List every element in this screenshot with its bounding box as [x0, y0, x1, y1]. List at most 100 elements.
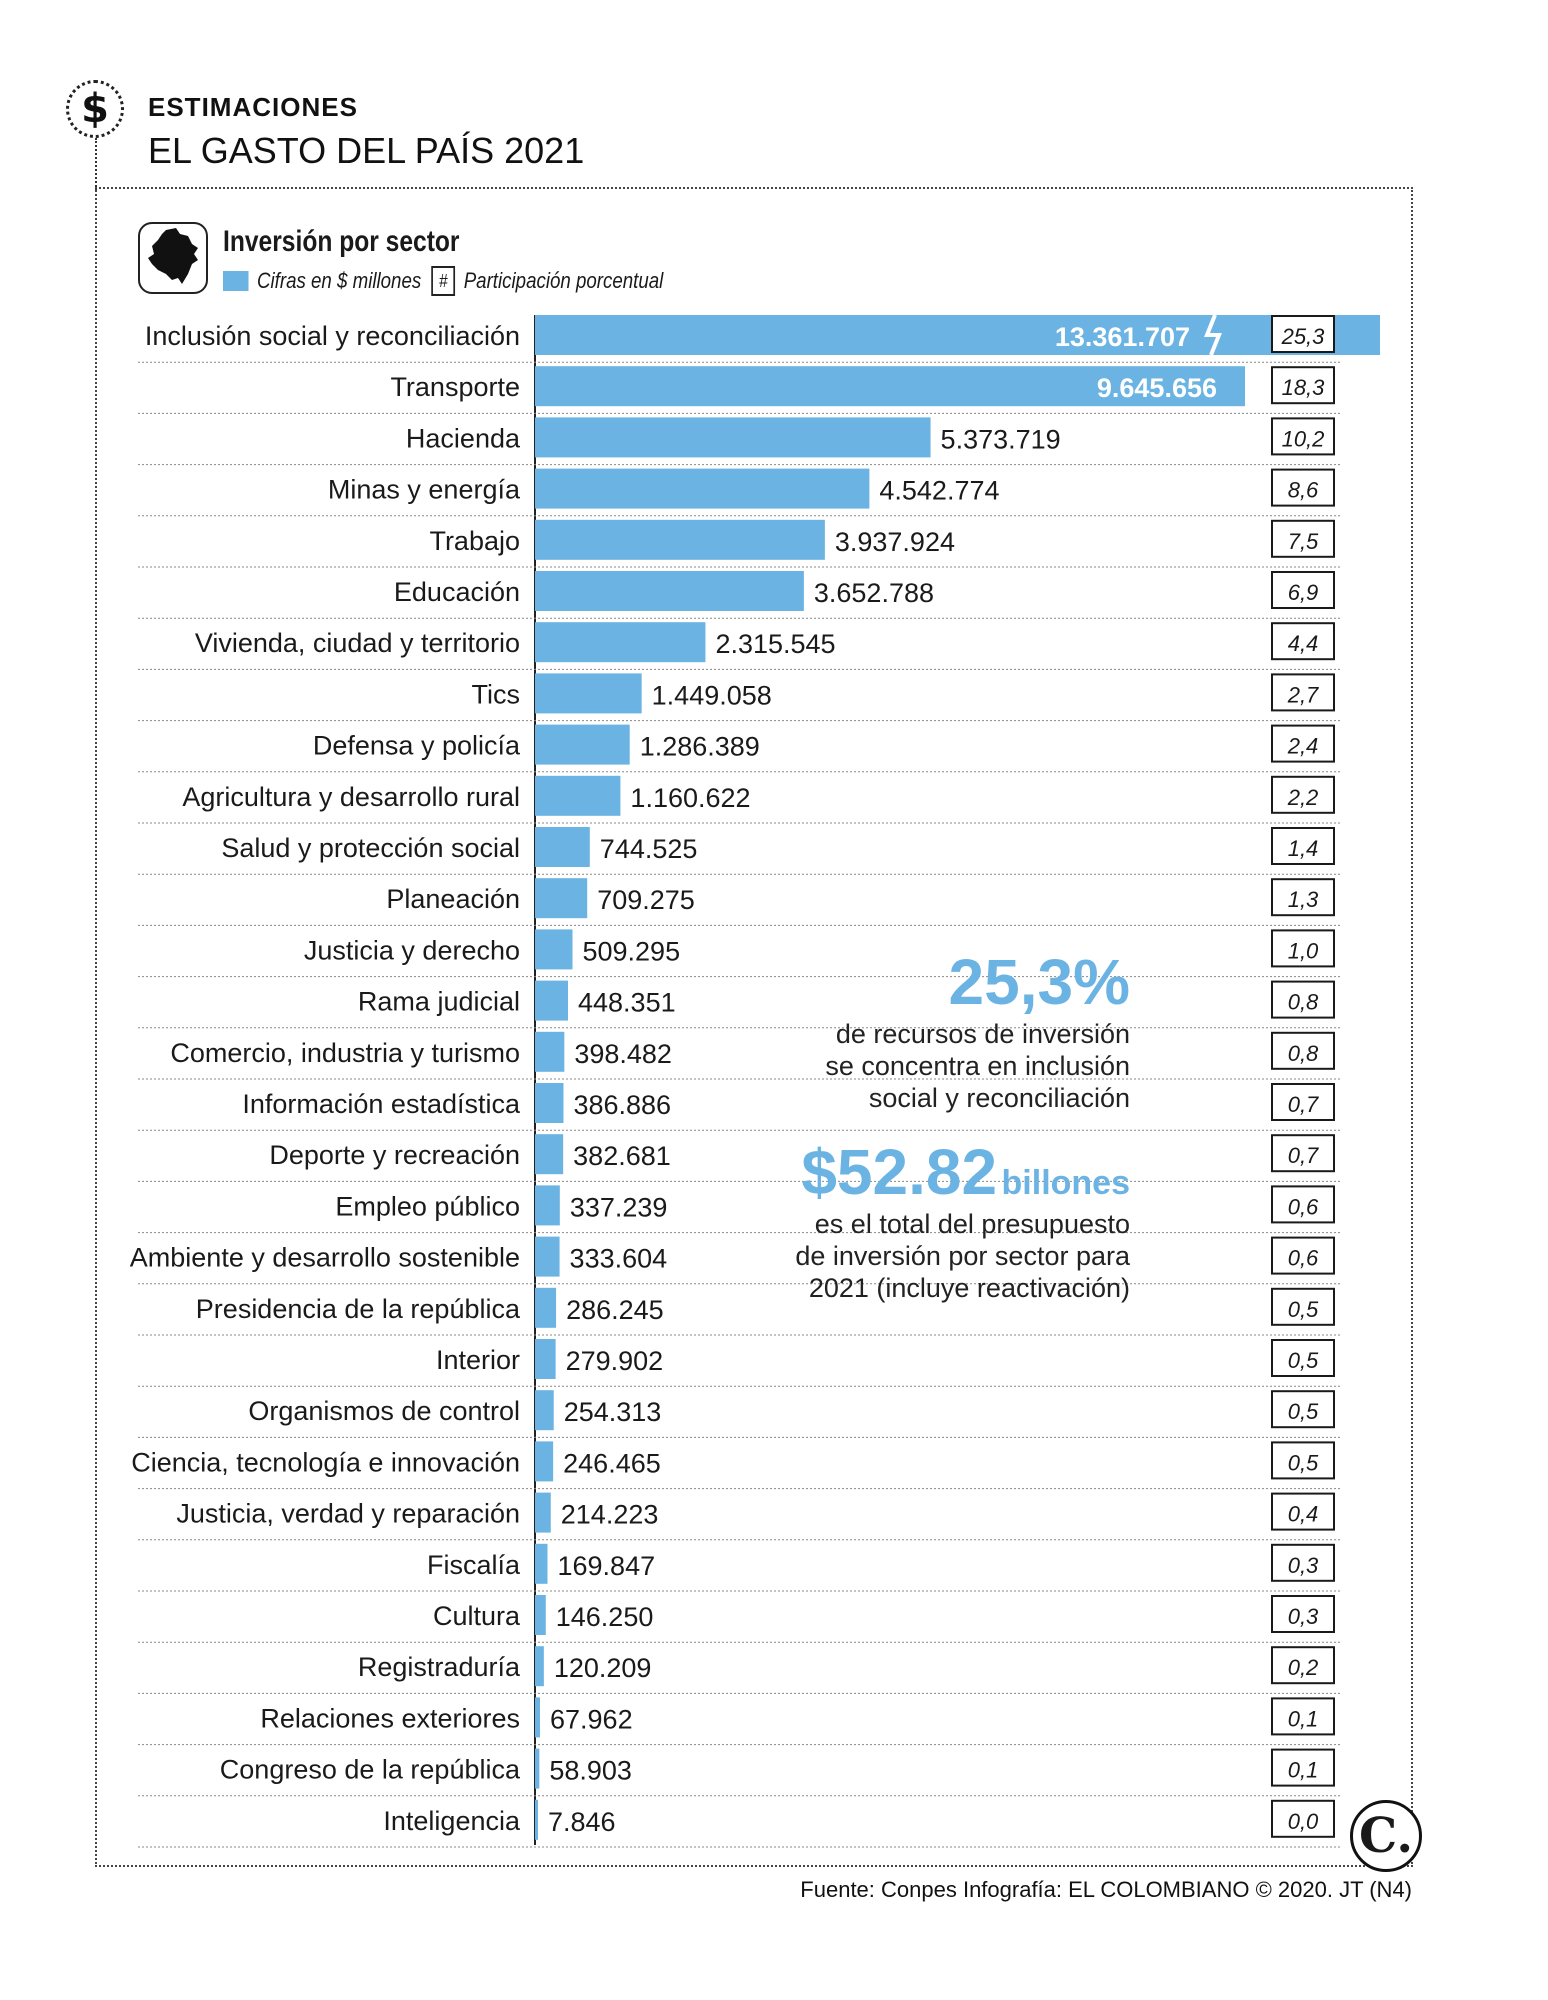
dollar-glyph: $ — [81, 86, 109, 132]
share-box — [1271, 1185, 1335, 1224]
bar — [535, 1697, 541, 1738]
bar — [535, 1799, 538, 1840]
bar — [535, 980, 569, 1021]
share-label: 0,5 — [1288, 1399, 1319, 1424]
category-label: Trabajo — [429, 526, 520, 556]
total-callout-unit: billones — [1001, 1164, 1130, 1202]
bar — [535, 1339, 556, 1379]
category-label: Justicia y derecho — [304, 935, 520, 965]
category-label: Congreso de la república — [220, 1755, 521, 1785]
value-label: 3.937.924 — [835, 527, 955, 557]
chart-frame — [95, 187, 1413, 1867]
category-label: Transporte — [390, 372, 520, 402]
share-box — [1271, 878, 1335, 917]
category-label: Rama judicial — [358, 987, 520, 1017]
bar — [535, 1595, 546, 1635]
value-label: 1.286.389 — [640, 732, 760, 762]
bar — [535, 468, 870, 509]
value-label: 214.223 — [561, 1500, 659, 1530]
bar — [535, 1748, 540, 1789]
bar — [535, 878, 588, 919]
category-label: Interior — [436, 1345, 520, 1375]
share-box — [1271, 673, 1335, 712]
value-label: 58.903 — [549, 1756, 632, 1786]
bar — [535, 1543, 548, 1584]
value-label: 2.315.545 — [715, 629, 835, 659]
share-label: 0,1 — [1288, 1706, 1319, 1731]
share-box — [1271, 1697, 1335, 1736]
value-label: 448.351 — [578, 988, 676, 1018]
value-label: 509.295 — [582, 936, 680, 966]
category-label: Ambiente y desarrollo sostenible — [130, 1243, 520, 1273]
share-label: 10,2 — [1282, 426, 1325, 451]
share-callout-line: social y reconciliación — [868, 1083, 1130, 1113]
category-label: Registraduría — [358, 1652, 521, 1682]
bar — [535, 1492, 551, 1533]
share-label: 0,2 — [1288, 1655, 1319, 1680]
bar — [535, 315, 1380, 355]
value-label: 120.209 — [554, 1653, 652, 1683]
el-colombiano-logo: C. — [1350, 1800, 1422, 1872]
share-box — [1271, 571, 1335, 609]
value-label: 286.245 — [566, 1295, 664, 1325]
share-box — [1271, 1083, 1335, 1121]
bar — [535, 1287, 557, 1328]
logo-glyph: C. — [1358, 1808, 1414, 1864]
share-box — [1271, 366, 1335, 405]
map-svg — [148, 228, 198, 284]
share-box — [1271, 1236, 1335, 1275]
bar — [535, 1236, 560, 1277]
value-label: 386.886 — [573, 1090, 671, 1120]
category-label: Deporte y recreación — [269, 1140, 520, 1170]
share-label: 0,8 — [1288, 990, 1319, 1015]
share-box — [1271, 1595, 1335, 1633]
share-box — [1271, 1646, 1335, 1685]
value-label: 4.542.774 — [879, 476, 999, 506]
value-label: 709.275 — [597, 885, 695, 915]
value-label: 1.160.622 — [630, 783, 750, 813]
share-label: 1,0 — [1288, 938, 1319, 963]
share-label: 0,8 — [1288, 1041, 1319, 1066]
value-label: 3.652.788 — [814, 578, 934, 608]
share-label: 0,3 — [1288, 1553, 1319, 1578]
category-label: Hacienda — [406, 423, 521, 453]
value-label: 337.239 — [570, 1192, 668, 1222]
share-box — [1271, 980, 1335, 1019]
share-label: 1,3 — [1288, 887, 1319, 912]
category-label: Información estadística — [242, 1089, 521, 1119]
bar — [535, 571, 804, 611]
value-label: 9.645.656 — [1097, 373, 1217, 403]
total-callout-line: 2021 (incluye reactivación) — [808, 1273, 1130, 1303]
bar — [535, 519, 825, 560]
bar — [535, 622, 706, 663]
bar — [535, 417, 931, 458]
value-label: 7.846 — [548, 1807, 616, 1837]
category-label: Minas y energía — [328, 475, 521, 505]
share-label: 2,7 — [1287, 682, 1319, 707]
colombia-map-icon — [138, 222, 208, 294]
category-label: Fiscalía — [427, 1550, 521, 1580]
chart-legend: Cifras en $ millones # Participación por… — [223, 266, 663, 296]
category-label: Educación — [394, 577, 520, 607]
bar — [535, 827, 590, 867]
share-label: 0,3 — [1288, 1604, 1319, 1629]
share-box — [1271, 724, 1335, 763]
share-label: 0,5 — [1288, 1297, 1319, 1322]
share-box — [1271, 827, 1335, 865]
share-box — [1271, 1287, 1335, 1326]
legend-swatch — [223, 271, 249, 291]
share-label: 2,2 — [1287, 785, 1319, 810]
share-box — [1271, 519, 1335, 558]
share-box — [1271, 1031, 1335, 1070]
value-label: 398.482 — [574, 1039, 672, 1069]
bar — [535, 366, 1245, 407]
axis-break-mark — [1204, 314, 1222, 356]
chart-subtitle: Inversión por sector — [223, 225, 460, 258]
share-box — [1271, 1492, 1335, 1531]
bar — [535, 1134, 564, 1175]
category-label: Planeación — [386, 884, 520, 914]
value-label: 254.313 — [564, 1397, 662, 1427]
share-box — [1271, 1748, 1335, 1787]
value-label: 13.361.707 — [1055, 322, 1190, 352]
category-label: Organismos de control — [248, 1396, 520, 1426]
